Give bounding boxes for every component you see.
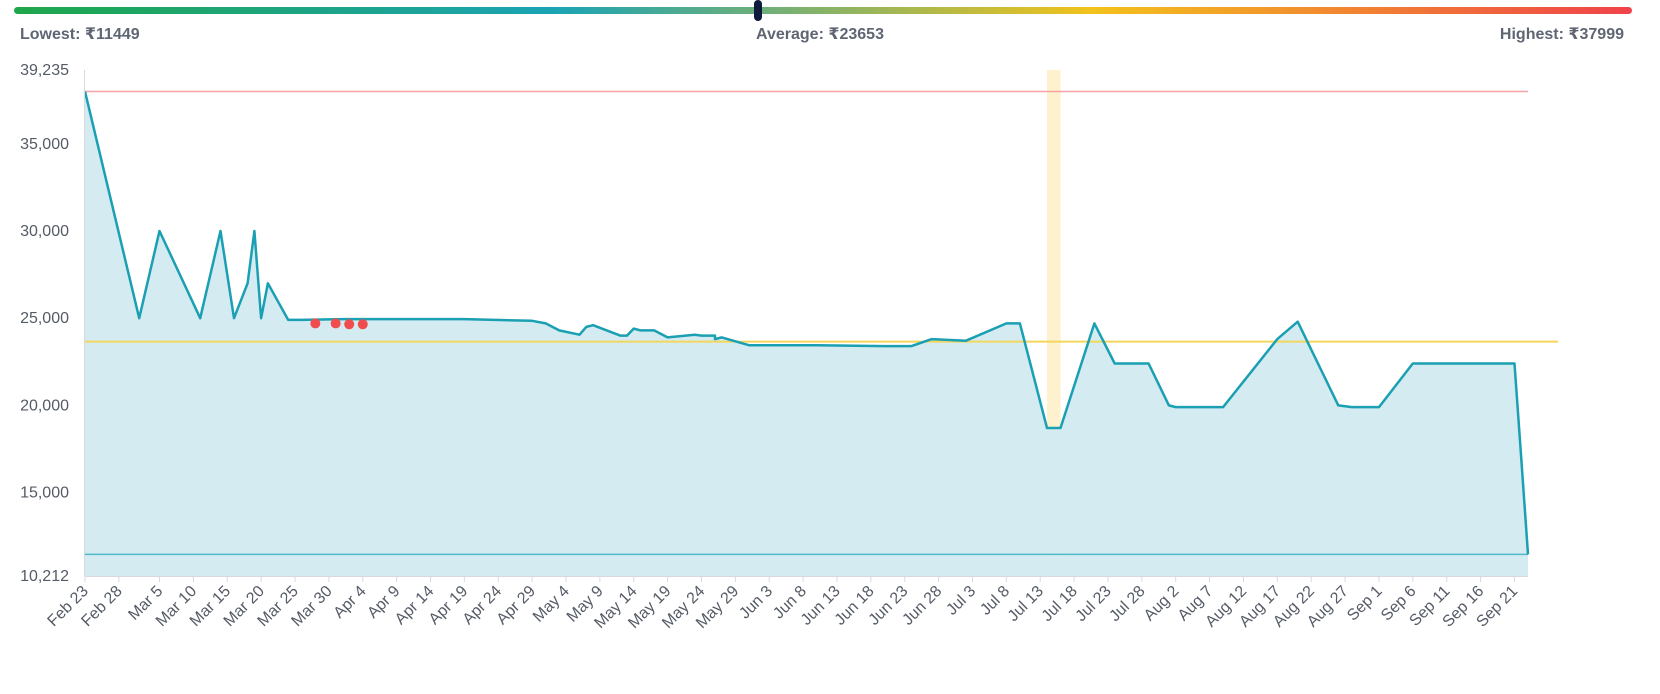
y-axis-ticks: 10,212 15,000 20,000 25,000 30,000 35,000 39,2… <box>20 62 69 585</box>
price-line <box>83 91 1530 555</box>
price-area-fill <box>85 91 1528 576</box>
x-tick-label: Jul 13 <box>1005 583 1047 625</box>
x-tick-label: Jun 3 <box>736 583 776 623</box>
x-tick-label: Jul 18 <box>1039 583 1081 625</box>
price-marker-dot <box>344 319 355 330</box>
lowest-price-label: Lowest: ₹11449 <box>20 26 140 43</box>
price-range-gradient-bar <box>14 7 1632 14</box>
y-tick-label: 10,212 <box>20 568 69 585</box>
x-tick-label: Apr 4 <box>331 583 370 622</box>
price-marker-dot <box>310 318 321 329</box>
y-tick-label: 25,000 <box>20 310 69 327</box>
average-price-label: Average: ₹23653 <box>756 26 884 43</box>
y-tick-label: 30,000 <box>20 223 69 240</box>
y-tick-label: 20,000 <box>20 397 69 414</box>
x-tick-label: Jul 23 <box>1073 583 1115 625</box>
x-tick-label: May 4 <box>530 583 573 626</box>
average-price-marker <box>753 0 762 21</box>
x-tick-label: Jul 28 <box>1106 583 1148 625</box>
x-tick-label: Sep 1 <box>1344 583 1386 625</box>
price-markers <box>310 318 368 330</box>
x-tick-label: Aug 2 <box>1141 583 1183 625</box>
x-tick-label: Apr 29 <box>494 583 539 628</box>
price-marker-dot <box>330 318 341 329</box>
highest-price-label: Highest: ₹37999 <box>1499 26 1624 43</box>
x-tick-label: Jul 3 <box>943 583 979 619</box>
price-marker-dot <box>357 319 368 330</box>
y-tick-label: 39,235 <box>20 62 69 79</box>
y-tick-label: 35,000 <box>20 136 69 153</box>
y-tick-label: 15,000 <box>20 485 69 502</box>
